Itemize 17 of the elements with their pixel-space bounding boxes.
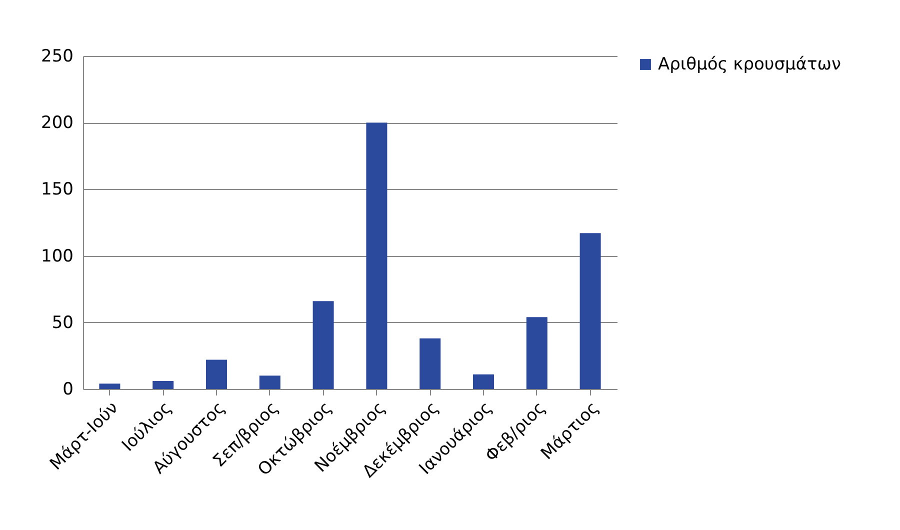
y-tick-label: 200 [41, 113, 74, 134]
bar [99, 384, 120, 389]
bar [312, 301, 334, 389]
y-tick-label: 50 [52, 312, 74, 333]
bar [580, 233, 601, 389]
y-tick-label: 0 [62, 380, 74, 400]
bar [152, 381, 174, 389]
bar [473, 374, 494, 389]
bar [259, 376, 280, 389]
y-tick-label: 250 [41, 46, 74, 66]
y-tick-label: 150 [41, 180, 74, 200]
y-tick-label: 100 [41, 246, 74, 266]
bar [526, 317, 548, 389]
bar [206, 360, 227, 389]
legend-label: Αριθμός κρουσμάτων [658, 54, 841, 74]
bar [420, 338, 441, 389]
bar [366, 122, 388, 389]
